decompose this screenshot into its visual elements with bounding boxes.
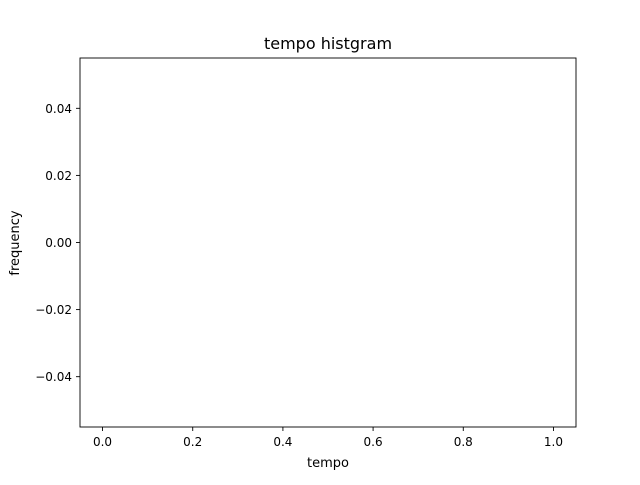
- x-tick-label: 1.0: [544, 435, 563, 449]
- plot-area-frame: [79, 57, 577, 428]
- x-axis-label: tempo: [307, 456, 349, 471]
- y-tick-label: 0.00: [45, 236, 72, 250]
- x-tick-label: 0.8: [454, 435, 473, 449]
- chart-title: tempo histgram: [264, 34, 392, 53]
- x-tick-label: 0.4: [273, 435, 292, 449]
- x-tick-label: 0.2: [183, 435, 202, 449]
- y-axis-ticks: 0.04 0.02 0.00 −0.02 −0.04: [35, 102, 80, 384]
- y-tick-label: −0.04: [35, 370, 72, 384]
- y-tick-label: 0.04: [45, 102, 72, 116]
- x-tick-label: 0.6: [364, 435, 383, 449]
- y-tick-label: −0.02: [35, 303, 72, 317]
- x-axis-ticks: 0.0 0.2 0.4 0.6 0.8 1.0: [93, 427, 563, 449]
- y-axis-label: frequency: [8, 210, 23, 276]
- y-tick-label: 0.02: [45, 169, 72, 183]
- x-tick-label: 0.0: [93, 435, 112, 449]
